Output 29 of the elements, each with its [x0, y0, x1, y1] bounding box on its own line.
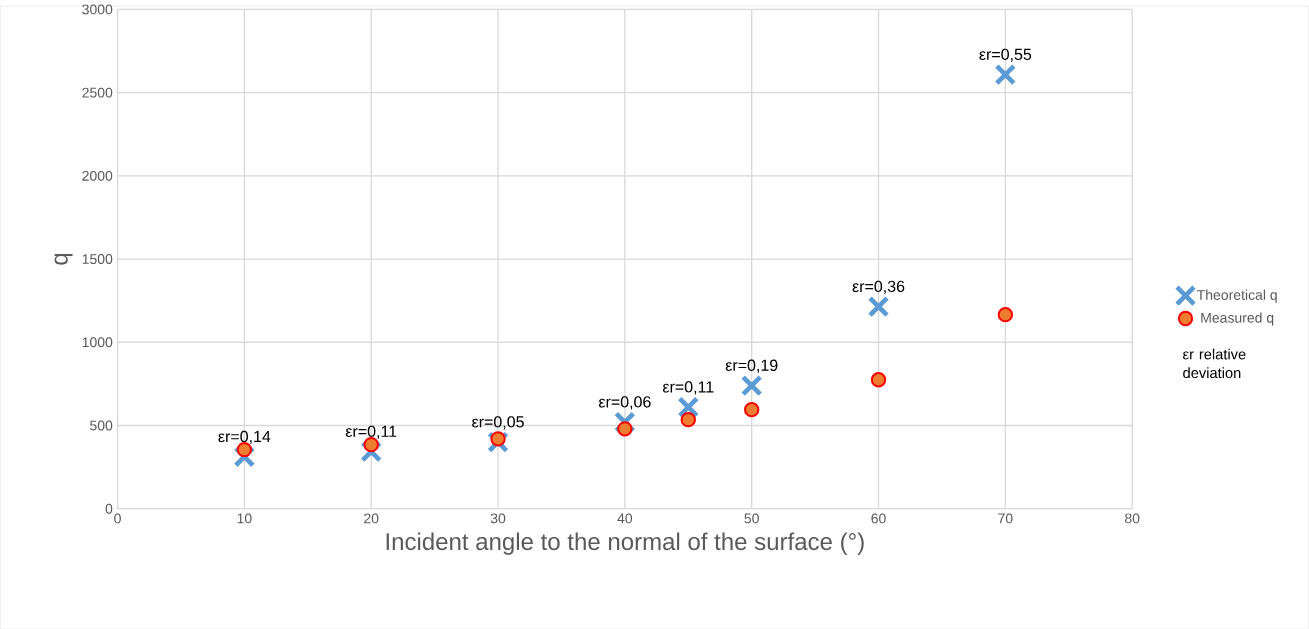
annotation: εr=0,36 [852, 280, 905, 294]
annotation: εr=0,14 [218, 430, 271, 444]
text: εr relative deviation [1183, 348, 1246, 378]
y-axis-title: q [54, 253, 73, 265]
y-tick-label: 0 [105, 503, 113, 514]
annotation: εr=0,06 [598, 396, 651, 410]
x-tick-label: 70 [998, 513, 1013, 524]
annotation: εr=0,05 [472, 416, 524, 430]
annotation: εr=0,11 [662, 381, 714, 395]
y-tick-label: 500 [90, 420, 113, 431]
y-tick-label: 1000 [82, 337, 113, 348]
x-tick-label: 0 [114, 513, 121, 524]
y-tick-label: 2000 [82, 170, 113, 181]
annotation: εr=0,55 [979, 48, 1032, 62]
y-tick-label: 3000 [82, 4, 113, 15]
x-tick-label: 20 [364, 513, 379, 524]
x-tick-label: 80 [1125, 513, 1140, 524]
annotation: εr=0,19 [725, 359, 778, 373]
y-tick-label: 2500 [82, 87, 113, 98]
x-tick-label: 10 [237, 513, 252, 524]
x-tick-label: 50 [744, 513, 759, 524]
y-tick-label: 1500 [82, 253, 113, 264]
legend-label: Measured q [1201, 312, 1274, 326]
x-tick-label: 30 [490, 513, 506, 524]
legend-label: Theoretical q [1197, 289, 1277, 303]
x-axis-title: Incident angle to the normal of the surface (°) [386, 532, 864, 555]
annotation: εr=0,11 [345, 425, 397, 439]
x-tick-label: 60 [871, 513, 886, 524]
x-tick-label: 40 [617, 513, 633, 524]
